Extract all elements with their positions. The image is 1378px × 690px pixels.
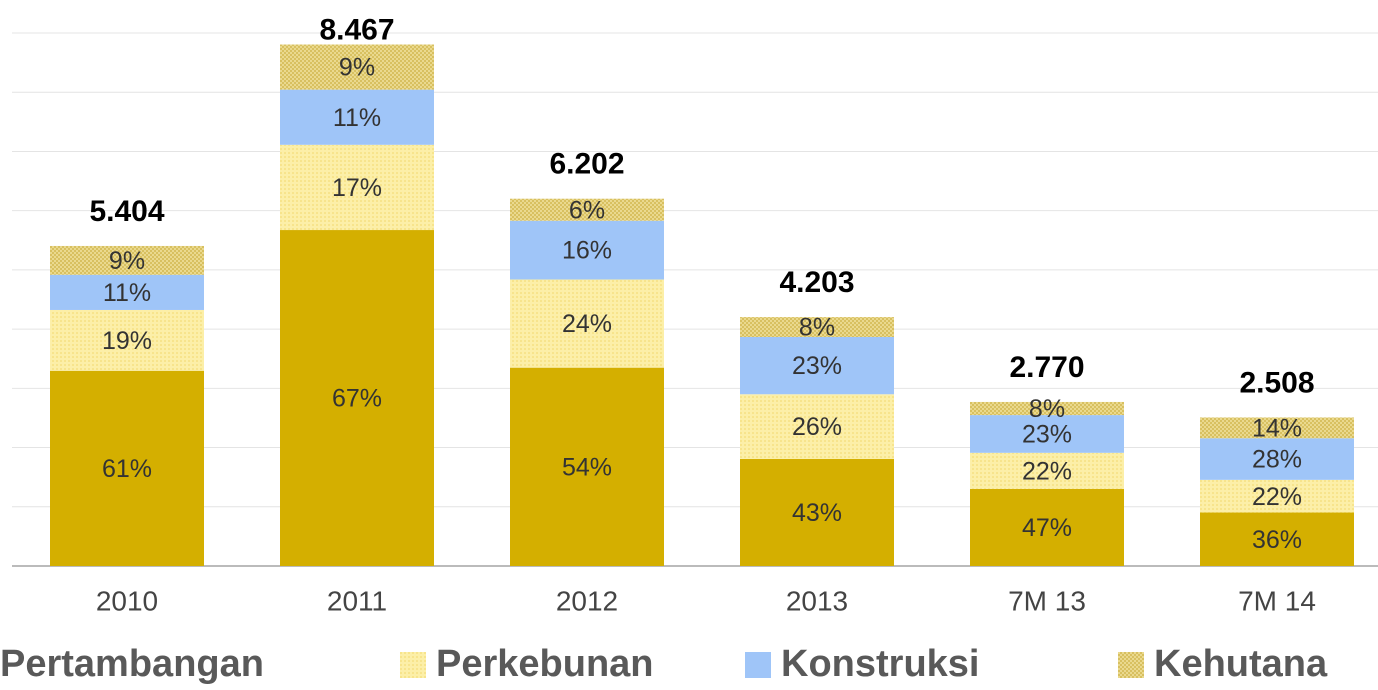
bar-segment <box>970 452 1124 489</box>
bar-segment <box>510 279 664 368</box>
data-label: 23% <box>1022 421 1072 449</box>
total-label: 2.770 <box>1009 351 1084 384</box>
bar-segment <box>740 337 894 395</box>
bar-segment <box>740 394 894 459</box>
data-label: 54% <box>562 453 612 481</box>
total-label: 5.404 <box>89 195 164 228</box>
data-label: 67% <box>332 385 382 413</box>
data-label: 23% <box>792 352 842 380</box>
data-label: 14% <box>1252 414 1302 442</box>
bar-segment <box>970 488 1124 566</box>
bar-segment <box>280 44 434 90</box>
bar-segment <box>50 245 204 275</box>
data-label: 11% <box>103 279 151 307</box>
legend-label: Konstruksi <box>781 643 979 685</box>
data-label: 8% <box>799 314 835 342</box>
data-label: 9% <box>109 247 145 275</box>
legend-swatch <box>745 652 771 678</box>
x-tick-label: 7M 13 <box>1008 585 1086 616</box>
data-label: 11% <box>333 104 381 132</box>
bar-segment <box>280 230 434 566</box>
bar-segment <box>740 458 894 566</box>
data-label: 22% <box>1022 457 1072 485</box>
bar-segment <box>280 89 434 145</box>
data-label: 47% <box>1022 514 1072 542</box>
legend-swatch <box>400 652 426 678</box>
total-label: 6.202 <box>549 148 624 181</box>
bar-segment <box>970 401 1124 416</box>
legend-label: Perkebunan <box>436 643 654 685</box>
data-label: 26% <box>792 413 842 441</box>
bar-segment <box>50 370 204 566</box>
bar-segment <box>1200 438 1354 480</box>
bar-segment <box>510 198 664 221</box>
bar-segment <box>280 144 434 231</box>
bar-segment <box>1200 512 1354 566</box>
total-label: 4.203 <box>779 266 854 299</box>
data-label: 9% <box>339 54 375 82</box>
x-tick-label: 2011 <box>327 585 387 616</box>
legend-swatch <box>1118 652 1144 678</box>
x-tick-label: 7M 14 <box>1238 585 1316 616</box>
x-tick-label: 2013 <box>786 585 848 616</box>
data-label: 43% <box>792 499 842 527</box>
data-label: 6% <box>569 196 605 224</box>
bar-segment <box>510 220 664 280</box>
bar-segment <box>50 309 204 371</box>
data-label: 24% <box>562 310 612 338</box>
data-label: 19% <box>102 327 152 355</box>
bar-segment <box>510 367 664 566</box>
data-label: 28% <box>1252 446 1302 474</box>
x-tick-label: 2012 <box>556 585 618 616</box>
data-label: 17% <box>332 174 382 202</box>
bar-segment <box>50 274 204 310</box>
legend-label: Pertambangan <box>0 643 264 685</box>
bar-segment <box>1200 479 1354 513</box>
bar-segment <box>740 317 894 338</box>
data-label: 22% <box>1252 483 1302 511</box>
x-tick-label: 2010 <box>96 585 158 616</box>
bar-segment <box>970 415 1124 453</box>
bar-segment <box>1200 417 1354 439</box>
legend-label: Kehutana <box>1154 643 1328 685</box>
data-label: 16% <box>562 237 612 265</box>
data-label: 36% <box>1252 526 1302 554</box>
data-label: 8% <box>1029 395 1065 423</box>
total-label: 8.467 <box>319 13 394 46</box>
data-label: 61% <box>102 455 152 483</box>
total-label: 2.508 <box>1239 366 1314 399</box>
